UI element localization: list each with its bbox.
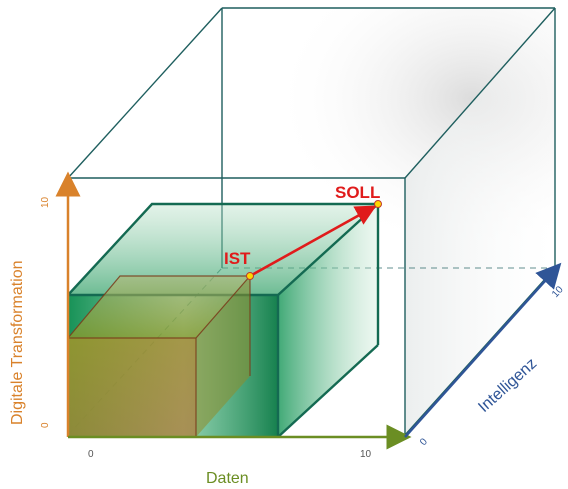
ist-box-front <box>68 338 196 437</box>
z-axis-title: Intelligenz <box>475 355 540 416</box>
soll-box-top <box>68 204 378 295</box>
soll-point <box>374 200 382 208</box>
ist-to-soll-arrow <box>249 205 377 278</box>
soll-box-side <box>278 204 378 437</box>
ist-point <box>246 272 254 280</box>
x-axis-title: Daten <box>206 470 249 487</box>
y-axis-title: Digitale Transformation <box>9 260 26 425</box>
ist-box <box>67 275 252 437</box>
ist-label: IST <box>224 249 251 268</box>
z-axis-tick-min: 0 <box>418 436 430 448</box>
ist-box-side <box>196 276 250 437</box>
y-axis-tick-max: 10 <box>40 196 51 208</box>
x-axis-tick-max: 10 <box>360 449 372 460</box>
z-axis-arrow <box>404 262 562 438</box>
z-axis-tick-max: 10 <box>550 284 566 300</box>
y-axis-tick-min: 0 <box>40 422 51 428</box>
right-wall <box>405 8 555 435</box>
soll-label: SOLL <box>335 183 380 202</box>
ist-box-top <box>68 276 250 338</box>
x-axis-tick-min: 0 <box>88 449 94 460</box>
